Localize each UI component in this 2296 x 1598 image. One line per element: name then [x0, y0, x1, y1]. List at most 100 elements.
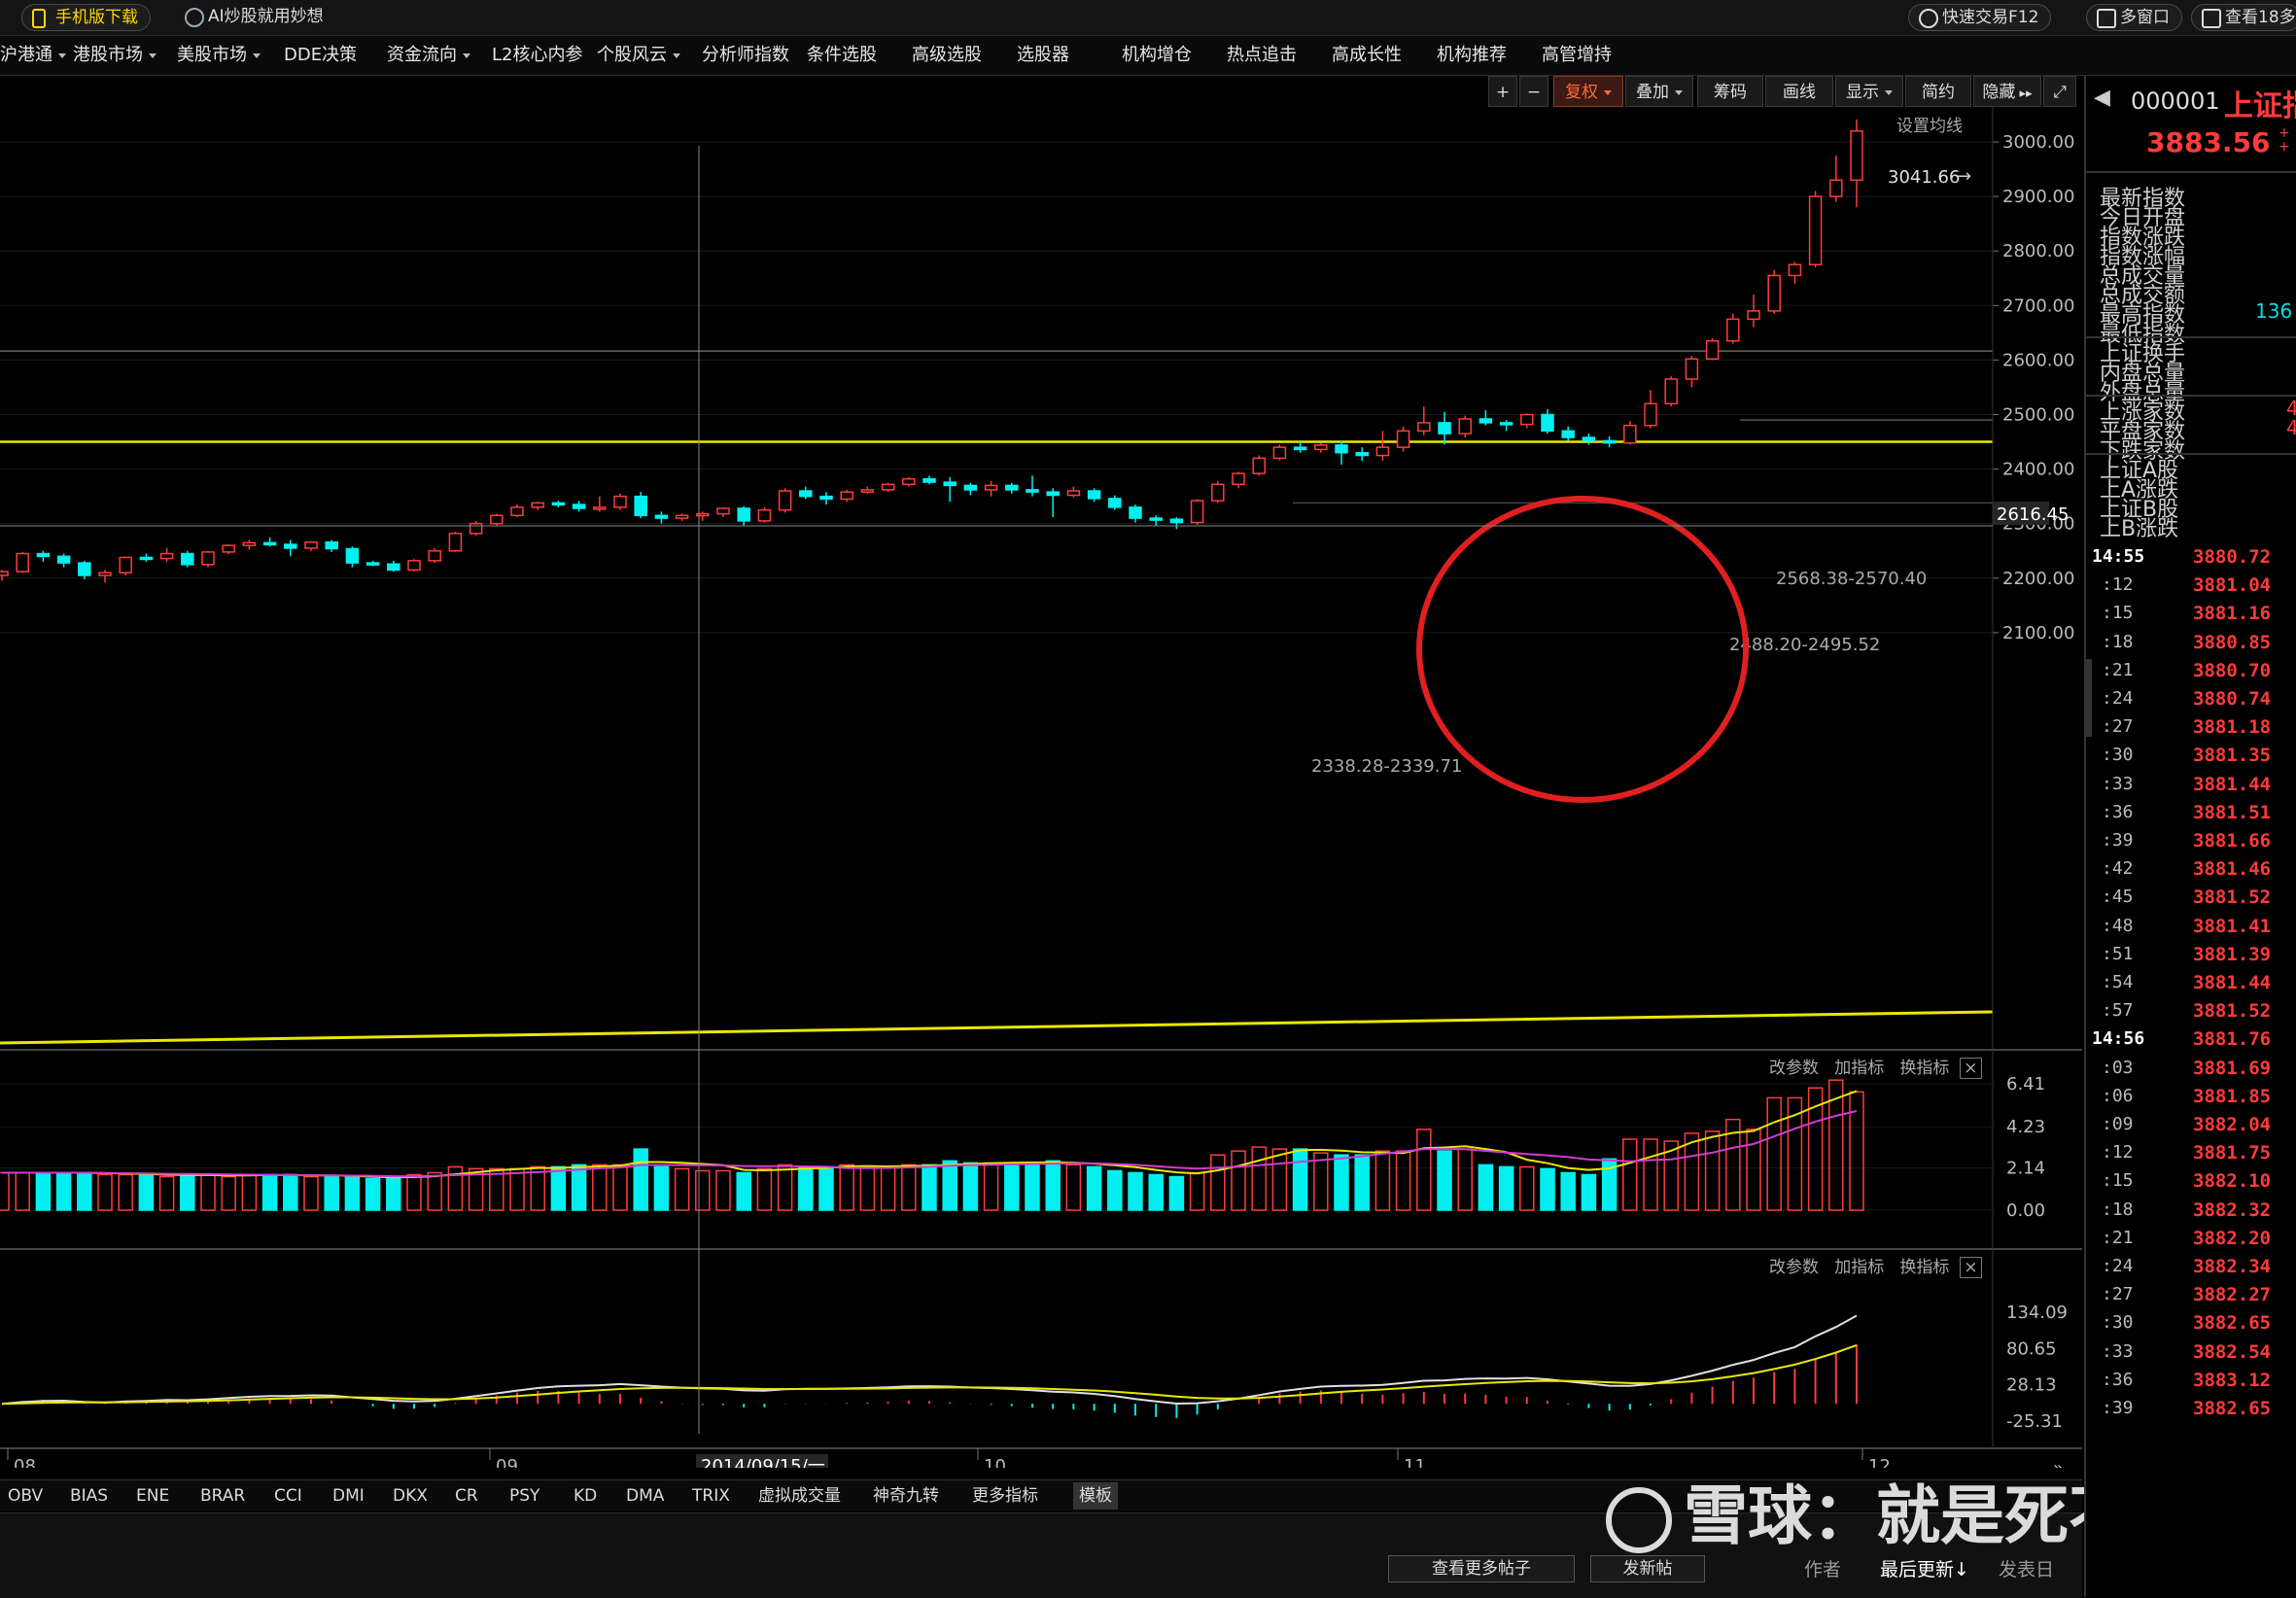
author-column[interactable]: 作者	[1804, 1559, 1842, 1581]
nav-item-institution-add[interactable]: 机构增仓	[1122, 36, 1192, 75]
candle-down	[819, 495, 833, 501]
nav-item-analyst[interactable]: 分析师指数	[702, 36, 789, 75]
tab-bias[interactable]: BIAS	[70, 1486, 109, 1506]
nav-item-fund-flow[interactable]: 资金流向	[387, 36, 470, 75]
quote-field-label: 总成交量	[2100, 264, 2186, 289]
candle-down	[1026, 489, 1039, 493]
candle-up	[593, 506, 607, 510]
params-button[interactable]: 改参数	[1769, 1059, 1819, 1078]
volume-tick-label: 4.23	[2006, 1117, 2045, 1137]
add-indicator-button[interactable]: 加指标	[1834, 1258, 1885, 1277]
prev-stock-icon[interactable]: ◀	[2094, 86, 2110, 110]
multi-window-button[interactable]: 多窗口	[2086, 4, 2182, 31]
chart-area[interactable]: 3000.00 2900.00 2800.00 2700.00 2600.00 2500.…	[0, 107, 2082, 1468]
zoom-in-button[interactable]: +	[1488, 76, 1517, 107]
nav-bar: 沪港通 港股市场 美股市场 DDE决策 资金流向 L2核心内参 个股风云 分析师…	[0, 36, 2296, 76]
tick-list[interactable]: 14:55 3880.72:12 3881.04:15 3881.16:18 3880.…	[2086, 544, 2296, 1594]
outer-volume-value: 4	[2286, 416, 2296, 439]
nav-item-growth[interactable]: 高成长性	[1332, 36, 1402, 75]
tab-dkx[interactable]: DKX	[393, 1486, 428, 1506]
draw-line-button[interactable]: 画线	[1765, 76, 1833, 107]
candle-up	[428, 550, 441, 562]
hide-button[interactable]: 隐藏 ▸▸	[1973, 76, 2041, 107]
tab-more-indicators[interactable]: 更多指标	[972, 1486, 1038, 1506]
more-posts-button[interactable]: 查看更多帖子	[1388, 1555, 1575, 1582]
mobile-download-button[interactable]: 手机版下载	[21, 4, 151, 31]
volume-bar	[1704, 1130, 1721, 1211]
price-axis: 3000.00 2900.00 2800.00 2700.00 2600.00 2500.…	[1993, 132, 2074, 643]
volume-bar	[221, 1175, 236, 1211]
tick-value: 3882.32	[2193, 1198, 2272, 1221]
simple-button[interactable]: 简约	[1905, 76, 1971, 107]
fullscreen-button[interactable]: ⤢	[2043, 76, 2076, 107]
volume-tick-label: 2.14	[2006, 1159, 2045, 1179]
post-date-column[interactable]: 发表日	[1999, 1559, 2055, 1581]
quick-trade-button[interactable]: 快速交易F12	[1908, 4, 2052, 31]
quick-trade-label: 快速交易F12	[1942, 8, 2039, 27]
tick-time: :39	[2102, 830, 2134, 851]
tab-trix[interactable]: TRIX	[692, 1486, 730, 1506]
volume-bar	[1065, 1164, 1082, 1211]
tab-ene[interactable]: ENE	[136, 1486, 170, 1506]
zoom-out-button[interactable]: −	[1519, 76, 1548, 107]
nav-item-dde[interactable]: DDE决策	[284, 36, 357, 75]
nav-item-hot[interactable]: 热点追击	[1227, 36, 1297, 75]
tab-obv[interactable]: OBV	[8, 1486, 44, 1506]
volume-grid	[0, 1083, 1993, 1211]
tab-brar[interactable]: BRAR	[200, 1486, 246, 1506]
tick-time: :18	[2102, 1198, 2134, 1220]
tick-time: :27	[2102, 1284, 2134, 1305]
tick-time: :15	[2102, 1170, 2134, 1192]
divider	[2086, 336, 2296, 338]
switch-indicator-button[interactable]: 换指标	[1899, 1059, 1950, 1078]
ai-stock-label: AI炒股就用妙想	[208, 7, 324, 26]
nav-item-l2[interactable]: L2核心内参	[492, 36, 582, 75]
quote-field-label: 最低指数	[2100, 323, 2186, 347]
tab-dma[interactable]: DMA	[626, 1486, 665, 1506]
macd-bars	[21, 1344, 1858, 1418]
tab-virtual-volume[interactable]: 虚拟成交量	[758, 1486, 841, 1506]
nav-item-us[interactable]: 美股市场	[177, 36, 261, 75]
params-button[interactable]: 改参数	[1769, 1258, 1819, 1277]
nav-item-condition[interactable]: 条件选股	[807, 36, 877, 75]
last-update-column[interactable]: 最后更新↓	[1880, 1559, 1969, 1581]
tab-psy[interactable]: PSY	[509, 1486, 540, 1506]
add-indicator-button[interactable]: 加指标	[1834, 1059, 1885, 1078]
chips-button[interactable]: 筹码	[1697, 76, 1763, 107]
tab-cci[interactable]: CCI	[274, 1486, 302, 1506]
scroll-right-icon[interactable]: »	[2053, 1458, 2064, 1468]
chevron-down-icon	[253, 52, 261, 58]
overlay-button[interactable]: 叠加	[1625, 76, 1693, 107]
expand-icon: ⤢	[2053, 83, 2067, 102]
nav-item-exec-add[interactable]: 高管增持	[1542, 36, 1612, 75]
tab-td9[interactable]: 神奇九转	[873, 1486, 939, 1506]
close-icon[interactable]: ×	[1960, 1257, 1982, 1278]
set-ma-button[interactable]: 设置均线	[1896, 117, 1963, 136]
switch-indicator-button[interactable]: 换指标	[1899, 1258, 1950, 1277]
quote-field-label: 上A涨跌	[2100, 478, 2179, 503]
nav-item-advanced[interactable]: 高级选股	[912, 36, 982, 75]
tick-value: 3880.74	[2193, 688, 2272, 710]
collapse-handle[interactable]	[2086, 659, 2092, 737]
tab-kd[interactable]: KD	[574, 1486, 598, 1506]
new-post-button[interactable]: 发新帖	[1590, 1555, 1705, 1582]
date-tick-label: 10	[984, 1456, 1006, 1468]
display-button[interactable]: 显示	[1835, 76, 1903, 107]
nav-item-hk[interactable]: 港股市场	[73, 36, 157, 75]
volume-bar	[158, 1175, 175, 1211]
fuquan-button[interactable]: 复权	[1553, 76, 1623, 107]
annotation-range-2: 2488.20-2495.52	[1729, 635, 1880, 655]
nav-item-hgt[interactable]: 沪港通	[0, 36, 66, 75]
volume-bar	[612, 1164, 628, 1211]
close-icon[interactable]: ×	[1960, 1058, 1982, 1079]
tick-time: :21	[2102, 659, 2134, 680]
tab-template[interactable]: 模板	[1073, 1482, 1118, 1510]
nav-item-recommend[interactable]: 机构推荐	[1437, 36, 1507, 75]
candle-down	[56, 555, 71, 564]
tab-dmi[interactable]: DMI	[332, 1486, 365, 1506]
ai-stock-link[interactable]: AI炒股就用妙想	[175, 4, 335, 29]
tab-cr[interactable]: CR	[455, 1486, 478, 1506]
view-more-button[interactable]: 查看18多	[2191, 4, 2296, 31]
nav-item-stock-news[interactable]: 个股风云	[597, 36, 680, 75]
nav-item-picker[interactable]: 选股器	[1017, 36, 1069, 75]
